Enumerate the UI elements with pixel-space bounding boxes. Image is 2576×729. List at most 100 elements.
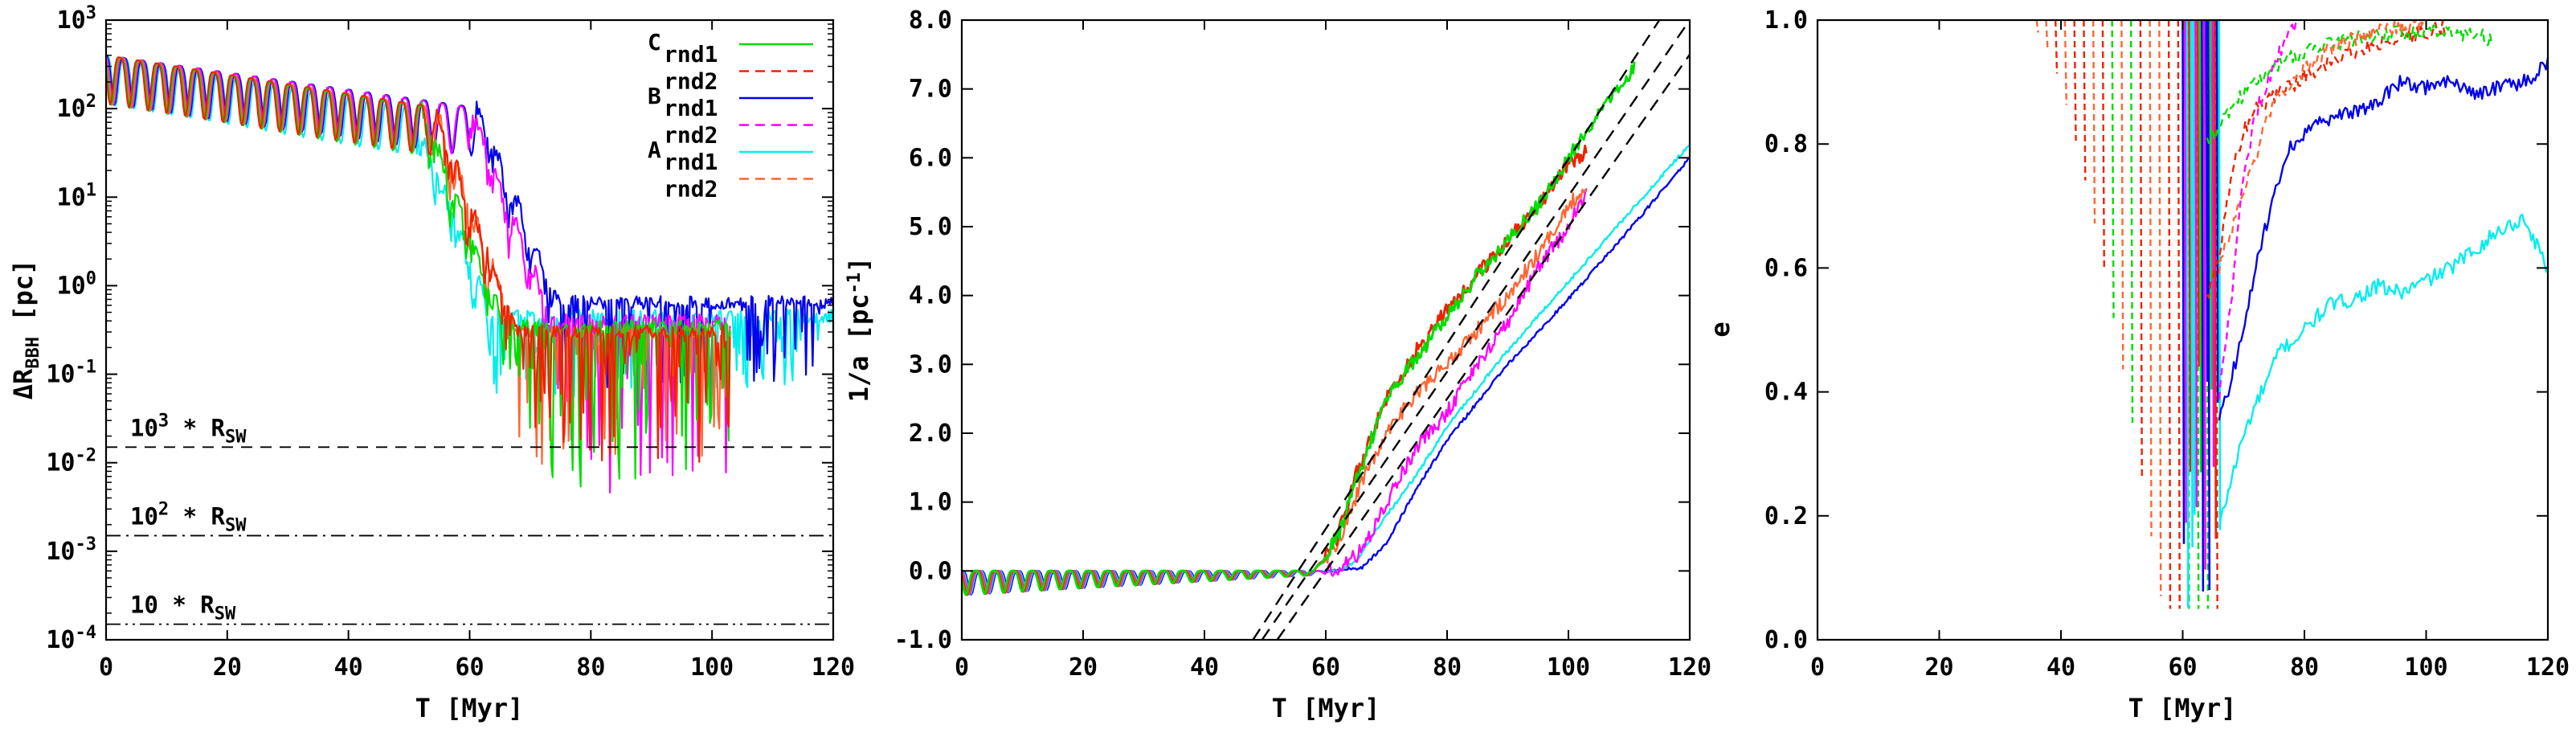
eccentricity-spike [2149, 20, 2153, 537]
x-tick-label: 60 [2168, 653, 2197, 682]
y-tick-label: 7.0 [909, 76, 952, 104]
eccentricity-spike [2083, 20, 2087, 181]
reference-line-label: 10 * RSW [130, 592, 236, 625]
series-line-b-rnd1 [2218, 57, 2548, 421]
x-tick-label: 120 [1668, 653, 1711, 682]
y-axis-label-right: e [1705, 321, 1736, 337]
eccentricity-spike [2181, 20, 2186, 544]
eccentricity-spike [2205, 20, 2209, 382]
y-tick-label: 101 [57, 180, 96, 211]
legend-entry-label: rnd1 [664, 149, 718, 175]
eccentricity-spike [2207, 20, 2211, 590]
y-axis-label-left: ΔRBBH [pc] [8, 260, 43, 400]
eccentricity-spike [2129, 20, 2134, 424]
x-tick-label: 20 [1069, 653, 1098, 682]
x-tick-label: 80 [576, 653, 605, 682]
legend-entry-label: rnd2 [664, 68, 718, 95]
x-tick-label: 0 [955, 653, 969, 682]
x-tick-label: 0 [1810, 653, 1825, 682]
eccentricity-spike [2111, 20, 2115, 318]
y-label-sup: -1 [844, 272, 865, 294]
y-tick-label: 1.0 [909, 489, 952, 517]
legend-group-label: B [648, 83, 661, 109]
eccentricity-spike [2177, 20, 2181, 609]
x-axis-label-right: T [Myr] [2128, 693, 2237, 723]
eccentricity-spike [2194, 20, 2198, 508]
y-tick-label: 100 [57, 268, 96, 300]
eccentricity-spike [2158, 20, 2162, 596]
eccentricity-spike [2202, 20, 2206, 570]
y-tick-label: 0.8 [1764, 130, 1808, 158]
y-tick-label: 10-2 [46, 446, 96, 477]
separation-series-layer [106, 54, 834, 494]
legend-group-label: A [648, 137, 661, 163]
eccentricity-spike [2198, 20, 2202, 473]
y-tick-label: 3.0 [909, 350, 952, 379]
x-tick-label: 80 [2290, 653, 2319, 682]
y-label-base: ΔR [8, 368, 39, 399]
x-tick-label: 80 [1433, 653, 1462, 682]
y-tick-label: 10-1 [46, 358, 96, 389]
series-line-c-rnd1 [962, 61, 1636, 596]
y-tick-label: 4.0 [909, 282, 952, 310]
eccentricity-series-layer [2035, 20, 2548, 609]
eccentricity-spike [2215, 20, 2219, 403]
y-tick-label: 10-3 [46, 534, 96, 566]
eccentricity-spike [2054, 20, 2059, 74]
axis-ticks-middle-panel: 0 20 40 60 80 100 120 -1.0 0.0 1.0 2.0 3.0 4.0 5.0 6.0… [894, 6, 1711, 682]
x-tick-label: 120 [812, 653, 855, 682]
y-tick-label: -1.0 [894, 626, 952, 654]
legend-entry-label: rnd1 [664, 95, 718, 121]
eccentricity-spike [2201, 20, 2205, 592]
panel-separation-log: 103 * RSW 102 * RSW 10 * RSW 0 20 40 60 80 100 1… [8, 3, 855, 723]
eccentricity-spike [2035, 20, 2039, 33]
eccentricity-spike [2190, 20, 2194, 548]
x-tick-label: 100 [1547, 653, 1590, 682]
x-tick-label: 40 [2046, 653, 2075, 682]
series-line-c-rnd2 [2206, 20, 2446, 299]
y-axis-label-middle: 1/a [pc-1] [844, 257, 874, 403]
legend-group-label: C [648, 29, 661, 55]
series-line-c-rnd2 [106, 56, 731, 463]
y-label-base: 1/a [pc [844, 293, 874, 402]
eccentricity-spike [2063, 20, 2068, 105]
eccentricity-spike [2091, 20, 2096, 223]
eccentricity-spike [2213, 20, 2218, 539]
x-tick-label: 60 [1311, 653, 1340, 682]
eccentricity-spike [2139, 20, 2143, 479]
y-tick-label: 1.0 [1764, 6, 1808, 35]
series-line-a-rnd2 [2218, 20, 2426, 274]
eccentricity-spike [2045, 20, 2049, 48]
eccentricity-spike [2183, 20, 2187, 523]
x-tick-label: 100 [2404, 653, 2447, 682]
series-line-a-rnd1 [2218, 213, 2548, 528]
reference-lines: 103 * RSW 102 * RSW 10 * RSW [106, 411, 833, 625]
eccentricity-spike [2211, 20, 2215, 467]
y-tick-label: 0.0 [1764, 626, 1808, 654]
eccentricity-spike [2218, 20, 2222, 530]
x-tick-label: 20 [213, 653, 242, 682]
legend-entry-label: rnd2 [664, 176, 718, 203]
legend-entry-label: rnd2 [664, 122, 718, 149]
fit-line [1276, 54, 1690, 640]
x-tick-label: 0 [99, 653, 113, 682]
y-tick-label: 2.0 [909, 420, 952, 448]
x-tick-label: 60 [455, 653, 484, 682]
reference-line-label: 102 * RSW [130, 499, 247, 535]
eccentricity-spike [2120, 20, 2124, 370]
x-tick-label: 40 [334, 653, 363, 682]
y-tick-label: 5.0 [909, 213, 952, 241]
y-tick-label: 0.2 [1764, 502, 1808, 530]
panel-eccentricity: 0 20 40 60 80 100 120 0.0 0.2 0.4 0.6 0.8 1.0 T [Myr… [1705, 6, 2570, 723]
eccentricity-spike [2192, 20, 2196, 515]
axis-ticks-left-panel: 0 20 40 60 80 100 120 10-4 10-3 10-2 10-1 100 101 102… [46, 3, 855, 682]
y-tick-label: 8.0 [909, 6, 952, 35]
y-label-tail: ] [844, 257, 874, 272]
x-tick-label: 40 [1190, 653, 1219, 682]
series-line-c-rnd1 [2206, 24, 2493, 145]
y-label-sub: BBH [23, 337, 43, 369]
inverse-semimajor-series-layer [962, 20, 1690, 640]
reference-line-label: 103 * RSW [130, 411, 247, 447]
